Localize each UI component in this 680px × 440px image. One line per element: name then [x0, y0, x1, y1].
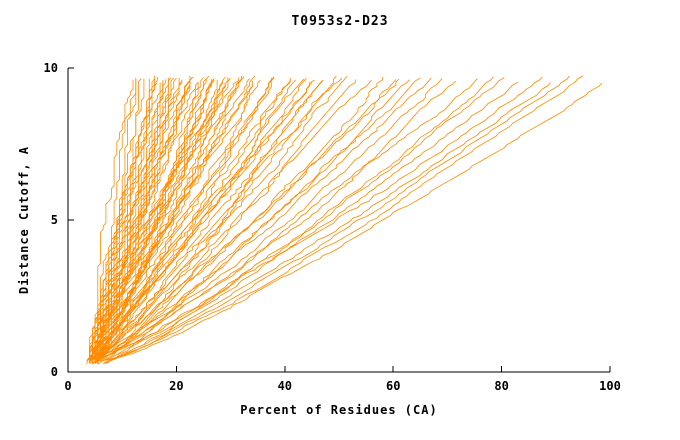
gdt-curve	[97, 78, 399, 361]
gdt-curve	[92, 77, 240, 359]
gdt-curve	[97, 80, 372, 358]
x-tick-label: 80	[494, 379, 508, 393]
x-tick-label: 0	[64, 379, 71, 393]
x-tick-label: 60	[386, 379, 400, 393]
gdt-curve	[89, 77, 158, 361]
gdt-curve	[89, 78, 250, 361]
gdt-curve	[103, 80, 456, 362]
gdt-curve	[94, 79, 315, 359]
gdt-curve	[92, 83, 253, 364]
gdt-curve	[89, 77, 175, 357]
gdt-curve	[103, 76, 543, 358]
gdt-curve	[102, 79, 410, 358]
gdt-curve	[92, 82, 313, 358]
gdt-curve	[105, 82, 551, 361]
x-tick-label: 20	[169, 379, 183, 393]
gdt-curve	[94, 79, 397, 361]
y-tick-label: 5	[51, 213, 58, 227]
y-tick-label: 10	[44, 61, 58, 75]
gdt-curve	[108, 82, 603, 361]
gdt-curve	[97, 77, 421, 365]
gdt-curve	[94, 77, 343, 360]
x-tick-label: 40	[278, 379, 292, 393]
gdt-curve	[103, 76, 494, 365]
gdt-curve	[94, 79, 324, 364]
gdt-curve	[86, 79, 166, 365]
gdt-curve	[100, 75, 337, 362]
gdt-curve	[94, 77, 291, 358]
gdt-curve	[100, 78, 443, 360]
y-tick-label: 0	[51, 365, 58, 379]
plot-title: T0953s2-D23	[291, 14, 389, 29]
gdt-curve	[89, 76, 275, 363]
x-tick-label: 100	[599, 379, 621, 393]
gdt-curve	[97, 75, 348, 361]
gdt-curve	[105, 75, 570, 364]
gdt-curve	[103, 81, 519, 358]
gdt-curve	[89, 77, 204, 363]
gdt-curve	[97, 77, 307, 362]
gdt-curve	[102, 77, 505, 364]
x-axis-label: Percent of Residues (CA)	[240, 403, 438, 417]
gdt-curve	[94, 79, 356, 364]
gdt-curve	[100, 78, 478, 360]
gdt-curve	[108, 75, 584, 361]
